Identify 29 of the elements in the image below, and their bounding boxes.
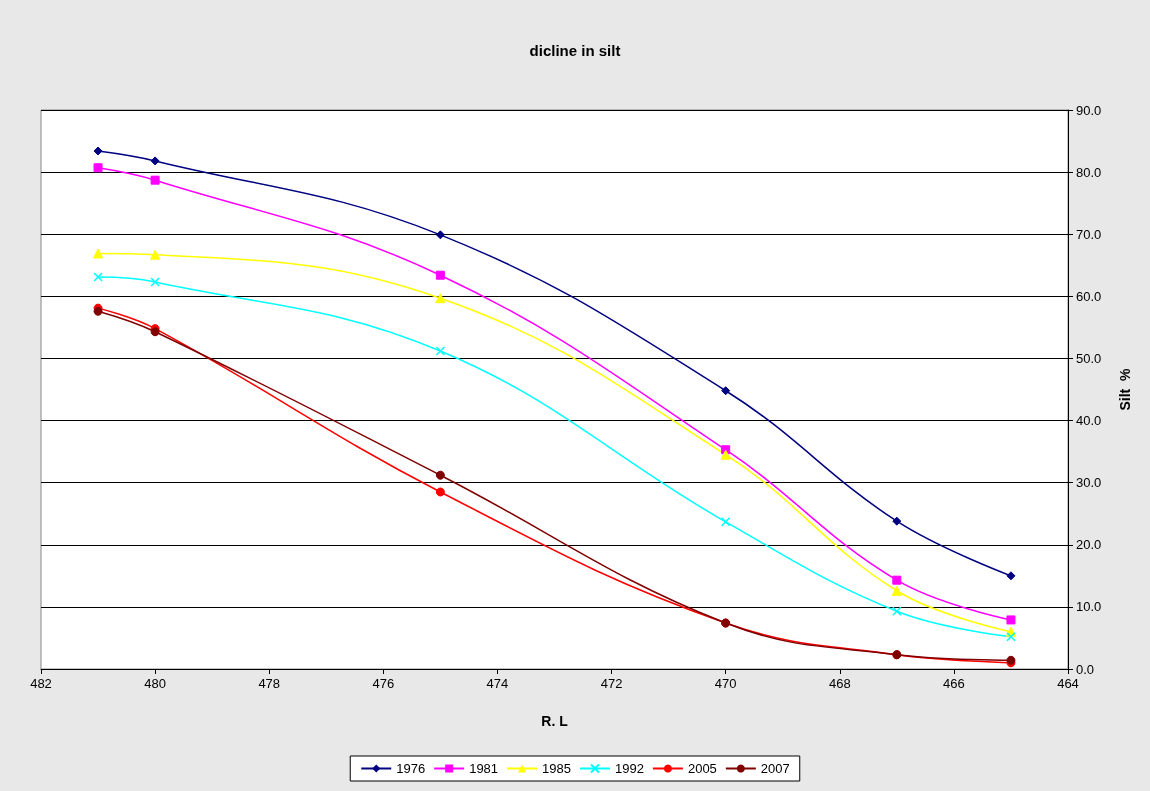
x-tick-label: 464 [1057, 676, 1079, 691]
x-tick-label: 480 [144, 676, 166, 691]
legend-label: 1992 [615, 761, 644, 776]
x-tick-label: 472 [600, 676, 623, 691]
x-tick-label: 468 [828, 676, 851, 691]
y-tick-label: 60.0 [1076, 288, 1102, 304]
x-tick-label: 466 [943, 676, 965, 691]
legend-label: 2005 [687, 761, 717, 776]
x-tick-label: 482 [30, 676, 52, 691]
y-tick-label: 70.0 [1076, 226, 1102, 242]
x-axis-title: R. L [541, 713, 569, 729]
x-tick-label: 478 [258, 676, 281, 691]
y-tick-label: 10.0 [1076, 599, 1102, 615]
y-tick-label: 20.0 [1076, 537, 1102, 553]
y-tick-label: 50.0 [1076, 350, 1102, 366]
x-tick-label: 474 [486, 676, 509, 691]
y-tick-label: 30.0 [1076, 475, 1102, 491]
x-tick-label: 470 [714, 676, 737, 691]
x-tick-label: 476 [372, 676, 395, 691]
legend-label: 2007 [760, 761, 790, 776]
chart-title: dicline in silt [529, 42, 621, 59]
legend-label: 1985 [542, 761, 571, 776]
legend-label: 1981 [469, 761, 499, 776]
y-axis-title: Silt % [1117, 367, 1133, 411]
y-tick-label: 40.0 [1076, 413, 1102, 429]
legend-label: 1976 [396, 761, 426, 776]
y-tick-label: 80.0 [1076, 164, 1102, 180]
y-tick-label: 90.0 [1076, 102, 1102, 118]
y-tick-label: 0.0 [1076, 661, 1095, 677]
